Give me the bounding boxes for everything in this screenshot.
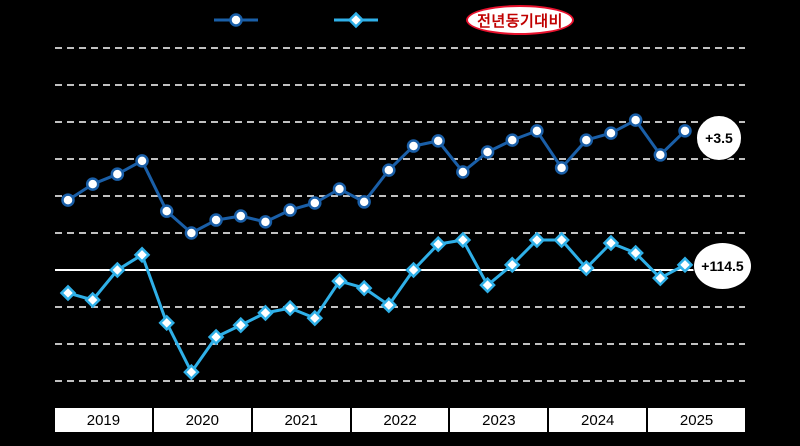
series1-point (456, 165, 470, 179)
series2-point (281, 299, 299, 317)
series2-point (84, 291, 101, 309)
series1-point (159, 204, 174, 218)
series2-point (578, 259, 595, 277)
series1-point (480, 145, 495, 159)
series2-end-value-bubble: +114.5 (693, 242, 752, 290)
series1-point (382, 163, 396, 177)
series1-point (678, 124, 692, 138)
yoy-badge: 전년동기대비 (466, 5, 574, 35)
series2-point (454, 231, 472, 249)
series2-point (59, 284, 77, 302)
series1-point (283, 203, 297, 217)
series1-point (110, 167, 125, 181)
series2-point (232, 316, 250, 334)
series2-point (405, 261, 422, 279)
series1-point (579, 133, 594, 147)
series2-point (207, 328, 225, 346)
series1-point (258, 215, 273, 229)
yoy-badge-label: 전년동기대비 (477, 12, 563, 30)
series2-point (479, 276, 496, 294)
series1-point (604, 126, 618, 140)
series1-point (234, 209, 248, 223)
series2-point (429, 235, 447, 253)
legend-series2-diamond-icon (347, 11, 365, 29)
series1-point (554, 161, 569, 175)
x-axis-year-band: 2019 2020 2021 2022 2023 2024 2025 (55, 407, 745, 433)
x-axis-year-2021: 2021 (250, 408, 350, 432)
series1-point (209, 213, 223, 227)
x-axis-year-2020: 2020 (151, 408, 251, 432)
legend-series2-marker (334, 11, 378, 29)
series1-point (332, 182, 347, 196)
series2-point (627, 244, 644, 262)
series1-point (308, 196, 322, 210)
series2-point (133, 246, 151, 264)
series1-point (628, 113, 643, 127)
series1-point (406, 139, 421, 153)
series2-point (355, 279, 373, 297)
series2-point (503, 256, 521, 274)
series1-point (85, 177, 100, 191)
series1-point (530, 124, 544, 138)
series2-point (652, 269, 669, 287)
series2-point (553, 231, 570, 249)
series2-point (306, 309, 324, 327)
series2-point (257, 304, 274, 322)
series1-point (135, 154, 149, 168)
series2-point (109, 261, 126, 279)
x-axis-year-2023: 2023 (448, 408, 547, 432)
series1-point (61, 193, 75, 207)
series2-point (158, 314, 175, 332)
legend-series1-marker (214, 13, 258, 27)
legend-series1-circle-icon (229, 13, 243, 27)
series2-point (183, 363, 200, 381)
series2-end-value: +114.5 (701, 258, 744, 274)
series2-point (602, 234, 620, 252)
series1-point (357, 195, 371, 209)
x-axis-year-2024: 2024 (547, 408, 646, 432)
x-axis-year-2025: 2025 (646, 408, 745, 432)
series1-point (653, 148, 668, 162)
series1-point (505, 133, 519, 147)
series2-point (528, 231, 546, 249)
series2-point (331, 272, 348, 290)
series1-line (67, 118, 687, 235)
series2-point (676, 256, 694, 274)
x-axis-year-2019: 2019 (86, 411, 121, 429)
series1-point (431, 134, 445, 148)
series1-end-value-bubble: +3.5 (696, 115, 742, 161)
x-axis-year-2022: 2022 (349, 408, 449, 432)
series1-point (184, 226, 199, 240)
series2-point (380, 296, 398, 314)
series2-line (67, 238, 686, 374)
series1-end-value: +3.5 (705, 130, 733, 146)
